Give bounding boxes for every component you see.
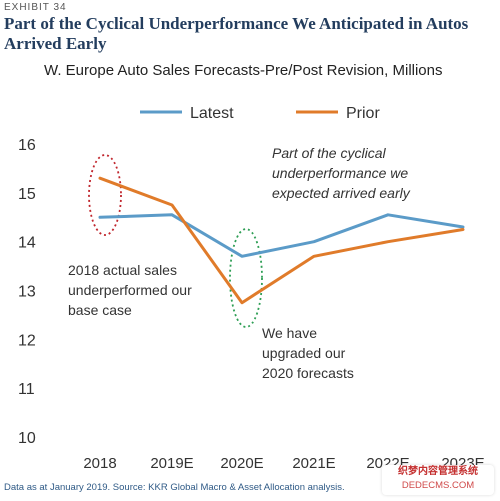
x-tick-label: 2021E <box>292 455 335 472</box>
highlight-ellipses <box>88 154 263 328</box>
x-tick-label: 2019E <box>150 455 193 472</box>
exhibit-title: Part of the Cyclical Underperformance We… <box>4 14 469 53</box>
exhibit-label: EXHIBIT 34 <box>4 2 67 13</box>
x-tick-label: 2018 <box>83 455 116 472</box>
y-tick-label: 11 <box>18 381 35 398</box>
highlight-2018-ellipse <box>88 154 122 236</box>
annotation-top-line: Part of the cyclical <box>272 145 386 161</box>
annotation-top-line: expected arrived early <box>272 185 411 201</box>
y-tick-label: 15 <box>18 186 36 203</box>
series-lines <box>98 176 465 305</box>
y-axis: 10 11 12 13 14 15 16 <box>18 137 36 447</box>
annotation-bottom-line: upgraded our <box>262 345 346 361</box>
annotation-bottom-line: 2020 forecasts <box>262 365 354 381</box>
series-line-prior <box>98 176 465 305</box>
x-axis: 2018 2019E 2020E 2021E 2022E 2023E <box>83 455 484 472</box>
source-note: Data as at January 2019. Source: KKR Glo… <box>4 482 345 493</box>
watermark-logo: 织梦内容管理系统 DEDECMS.COM <box>382 465 494 495</box>
y-tick-label: 16 <box>18 137 36 154</box>
y-tick-label: 10 <box>18 430 36 447</box>
annotation-bottom-line: We have <box>262 325 317 341</box>
y-tick-label: 13 <box>18 284 36 301</box>
chart-legend: Latest Prior <box>140 105 380 122</box>
annotations: Part of the cyclical underperformance we e… <box>68 145 411 381</box>
x-tick-label: 2020E <box>220 455 263 472</box>
y-tick-label: 12 <box>18 332 36 349</box>
annotation-left-line: underperformed our <box>68 282 192 298</box>
legend-label-prior: Prior <box>346 105 380 122</box>
watermark-line-1: 织梦内容管理系统 <box>398 466 478 477</box>
highlight-2020-ellipse <box>229 228 263 328</box>
watermark-line-2: DEDECMS.COM <box>401 480 475 491</box>
chart-title: W. Europe Auto Sales Forecasts-Pre/Post … <box>44 62 443 79</box>
series-line-latest <box>98 213 465 258</box>
legend-label-latest: Latest <box>190 105 234 122</box>
y-tick-label: 14 <box>18 235 36 252</box>
annotation-top-line: underperformance we <box>272 165 408 181</box>
annotation-left-line: base case <box>68 302 132 318</box>
annotation-left-line: 2018 actual sales <box>68 262 177 278</box>
